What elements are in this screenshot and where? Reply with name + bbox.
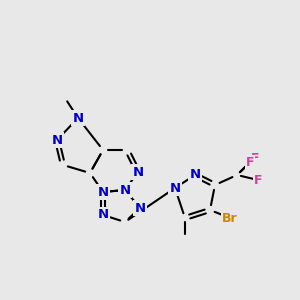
Text: N: N [119,184,130,196]
Text: N: N [98,208,109,221]
Text: N: N [169,182,181,194]
Text: N: N [189,169,201,182]
Text: F: F [246,155,254,169]
Text: Br: Br [222,212,238,224]
Text: N: N [132,166,144,178]
Text: F: F [254,173,262,187]
Text: N: N [98,185,109,199]
Text: N: N [51,134,63,146]
Text: F: F [251,152,259,164]
Text: N: N [134,202,146,214]
Text: N: N [72,112,84,124]
